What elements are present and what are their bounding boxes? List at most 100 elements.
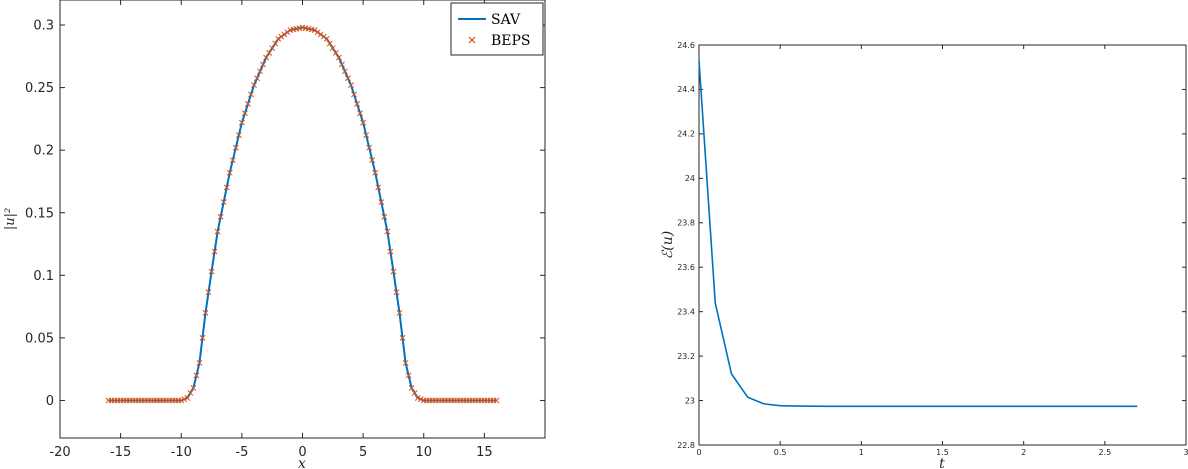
beps-marker <box>378 199 385 206</box>
beps-marker <box>184 395 191 401</box>
beps-marker <box>411 389 418 396</box>
beps-marker <box>190 384 197 391</box>
y-tick-label: 23 <box>685 396 695 405</box>
beps-marker <box>341 68 348 75</box>
beps-marker <box>272 40 279 47</box>
x-tick-label: 3 <box>1183 448 1188 457</box>
beps-marker <box>232 144 239 151</box>
y-tick-label: 24 <box>685 174 695 183</box>
y-tick-label: 0.15 <box>25 206 54 221</box>
x-tick-label: -20 <box>49 445 70 460</box>
beps-marker <box>329 45 336 52</box>
x-tick-label: -10 <box>171 445 192 460</box>
y-tick-label: 23.2 <box>677 352 695 361</box>
beps-marker <box>351 91 357 98</box>
y-tick-label: 0.05 <box>25 331 54 346</box>
beps-marker <box>187 389 194 396</box>
beps-marker <box>217 213 224 220</box>
beps-marker <box>387 248 394 255</box>
beps-marker <box>202 309 209 316</box>
x-tick-label: -5 <box>235 445 248 460</box>
left-axes-box <box>59 0 546 439</box>
beps-marker <box>363 132 370 139</box>
beps-marker <box>244 100 251 107</box>
beps-marker <box>281 31 288 38</box>
y-tick-label: 0.1 <box>33 269 54 284</box>
beps-marker <box>366 144 373 151</box>
beps-marker <box>345 75 351 82</box>
x-tick-label: 0 <box>696 448 701 457</box>
right-y-axis-label: ℰ(u) <box>660 231 676 259</box>
beps-marker <box>311 27 318 33</box>
beps-marker <box>405 372 412 379</box>
x-tick-label: 15 <box>476 445 493 460</box>
beps-marker <box>278 33 285 40</box>
legend-beps-label: BEPS <box>491 33 531 49</box>
beps-marker <box>332 49 339 56</box>
legend-beps-swatch <box>468 36 476 44</box>
beps-marker <box>193 372 200 379</box>
beps-marker <box>235 132 242 139</box>
beps-marker <box>393 289 400 296</box>
beps-marker <box>314 29 321 36</box>
beps-marker <box>417 396 424 403</box>
beps-marker <box>323 35 330 42</box>
beps-marker <box>369 157 376 164</box>
x-tick-label: 10 <box>415 445 432 460</box>
right-axes-box <box>698 44 1187 446</box>
beps-marker <box>317 31 324 38</box>
y-tick-label: 24.4 <box>677 85 695 94</box>
left-plot: -20 -15 -10 -5 0 5 10 1500.050.10.150.20.250.3 … <box>3 0 546 469</box>
beps-marker <box>335 54 342 61</box>
y-tick-label: 0 <box>46 394 54 409</box>
beps-marker <box>375 184 382 191</box>
x-tick-label: -15 <box>110 445 131 460</box>
legend: SAV BEPS <box>450 2 544 56</box>
beps-marker <box>178 397 185 404</box>
x-tick-label: 0.5 <box>774 448 787 457</box>
beps-marker <box>399 334 406 341</box>
y-tick-label: 22.8 <box>677 441 695 450</box>
y-tick-label: 24.6 <box>677 41 695 50</box>
beps-marker <box>402 359 409 366</box>
beps-marker <box>338 61 345 68</box>
y-tick-label: 0.25 <box>25 81 54 96</box>
beps-marker <box>260 61 267 68</box>
beps-marker <box>181 396 188 403</box>
beps-marker <box>223 184 230 191</box>
beps-marker <box>384 228 391 235</box>
beps-marker <box>251 82 257 89</box>
beps-marker <box>214 228 221 235</box>
right-plot: 0 0.5 1 1.5 2 2.5 3 22.8 23 23.2 23.4 23.6 23.8 24 24.… <box>660 41 1188 469</box>
beps-marker <box>257 68 264 75</box>
beps-marker <box>396 309 403 316</box>
beps-marker <box>326 40 333 47</box>
beps-marker <box>372 169 379 176</box>
beps-marker <box>199 334 206 341</box>
beps-marker <box>414 395 421 401</box>
legend-sav-label: SAV <box>491 12 521 28</box>
beps-marker <box>348 82 354 89</box>
beps-marker <box>205 289 212 296</box>
x-tick-label: 1.5 <box>936 448 949 457</box>
legend-box <box>450 2 544 56</box>
beps-marker <box>248 91 254 98</box>
y-tick-label: 23.8 <box>677 219 695 228</box>
beps-marker <box>238 119 245 126</box>
beps-marker <box>266 49 273 56</box>
x-tick-label: 2.5 <box>1098 448 1111 457</box>
right-x-axis-label: t <box>939 456 945 469</box>
beps-marker <box>196 359 203 366</box>
beps-marker <box>208 268 215 275</box>
beps-marker <box>360 119 367 126</box>
y-tick-label: 24.2 <box>677 130 695 139</box>
x-tick-label: 5 <box>359 445 367 460</box>
beps-marker <box>390 268 397 275</box>
y-tick-label: 23.6 <box>677 263 695 272</box>
y-tick-label: 0.2 <box>33 144 54 159</box>
y-tick-label: 23.4 <box>677 307 695 316</box>
beps-marker <box>284 29 291 36</box>
beps-marker <box>493 397 500 404</box>
beps-marker <box>241 110 248 117</box>
